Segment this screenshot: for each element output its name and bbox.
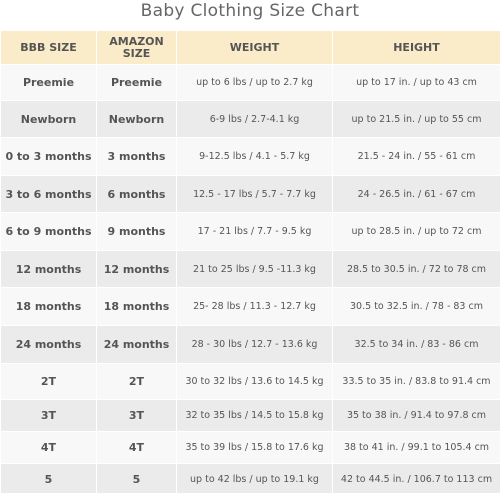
height-cell: 35 to 38 in. / 91.4 to 97.8 cm: [332, 399, 500, 432]
bbb-size-cell: Preemie: [0, 64, 97, 101]
table-row: Newborn Newborn 6-9 lbs / 2.7-4.1 kg up …: [0, 100, 500, 138]
height-cell: up to 17 in. / up to 43 cm: [332, 64, 500, 101]
amazon-size-cell: 5: [96, 463, 177, 493]
height-cell: 21.5 - 24 in. / 55 - 61 cm: [332, 137, 500, 176]
weight-cell: up to 42 lbs / up to 19.1 kg: [176, 463, 333, 493]
table-row: 5 5 up to 42 lbs / up to 19.1 kg 42 to 4…: [0, 463, 500, 493]
bbb-size-cell: 5: [0, 463, 97, 493]
header-height: HEIGHT: [332, 30, 500, 65]
table-row: 3T 3T 32 to 35 lbs / 14.5 to 15.8 kg 35 …: [0, 399, 500, 432]
table-row: 4T 4T 35 to 39 lbs / 15.8 to 17.6 kg 38 …: [0, 431, 500, 464]
amazon-size-cell: 18 months: [96, 287, 177, 326]
bbb-size-cell: 6 to 9 months: [0, 212, 97, 251]
bbb-size-cell: 4T: [0, 431, 97, 464]
header-bbb-size: BBB SIZE: [0, 30, 97, 65]
height-cell: 28.5 to 30.5 in. / 72 to 78 cm: [332, 250, 500, 288]
height-cell: 33.5 to 35 in. / 83.8 to 91.4 cm: [332, 363, 500, 400]
amazon-size-cell: 24 months: [96, 325, 177, 364]
amazon-size-cell: Preemie: [96, 64, 177, 101]
bbb-size-cell: Newborn: [0, 100, 97, 138]
header-amazon-size: AMAZON SIZE: [96, 30, 177, 65]
table-row: 2T 2T 30 to 32 lbs / 13.6 to 14.5 kg 33.…: [0, 363, 500, 400]
amazon-size-cell: 4T: [96, 431, 177, 464]
amazon-size-cell: 12 months: [96, 250, 177, 288]
weight-cell: 30 to 32 lbs / 13.6 to 14.5 kg: [176, 363, 333, 400]
height-cell: up to 21.5 in. / up to 55 cm: [332, 100, 500, 138]
height-cell: 42 to 44.5 in. / 106.7 to 113 cm: [332, 463, 500, 493]
height-cell: up to 28.5 in. / up to 72 cm: [332, 212, 500, 251]
weight-cell: 9-12.5 lbs / 4.1 - 5.7 kg: [176, 137, 333, 176]
header-row: BBB SIZE AMAZON SIZE WEIGHT HEIGHT: [0, 30, 500, 65]
table-row: 6 to 9 months 9 months 17 - 21 lbs / 7.7…: [0, 212, 500, 251]
chart-title: Baby Clothing Size Chart: [140, 1, 360, 21]
bbb-size-cell: 18 months: [0, 287, 97, 326]
amazon-size-cell: 6 months: [96, 175, 177, 213]
weight-cell: 32 to 35 lbs / 14.5 to 15.8 kg: [176, 399, 333, 432]
table-row: 0 to 3 months 3 months 9-12.5 lbs / 4.1 …: [0, 137, 500, 176]
height-cell: 32.5 to 34 in. / 83 - 86 cm: [332, 325, 500, 364]
table-row: Preemie Preemie up to 6 lbs / up to 2.7 …: [0, 64, 500, 101]
weight-cell: 17 - 21 lbs / 7.7 - 9.5 kg: [176, 212, 333, 251]
table-row: 24 months 24 months 28 - 30 lbs / 12.7 -…: [0, 325, 500, 364]
weight-cell: 28 - 30 lbs / 12.7 - 13.6 kg: [176, 325, 333, 364]
table-row: 3 to 6 months 6 months 12.5 - 17 lbs / 5…: [0, 175, 500, 213]
height-cell: 24 - 26.5 in. / 61 - 67 cm: [332, 175, 500, 213]
size-chart-table: BBB SIZE AMAZON SIZE WEIGHT HEIGHT Preem…: [0, 30, 500, 493]
table-row: 18 months 18 months 25- 28 lbs / 11.3 - …: [0, 287, 500, 326]
table-row: 12 months 12 months 21 to 25 lbs / 9.5 -…: [0, 250, 500, 288]
header-weight: WEIGHT: [176, 30, 333, 65]
bbb-size-cell: 3T: [0, 399, 97, 432]
height-cell: 30.5 to 32.5 in. / 78 - 83 cm: [332, 287, 500, 326]
amazon-size-cell: 3T: [96, 399, 177, 432]
bbb-size-cell: 3 to 6 months: [0, 175, 97, 213]
weight-cell: up to 6 lbs / up to 2.7 kg: [176, 64, 333, 101]
amazon-size-cell: 2T: [96, 363, 177, 400]
weight-cell: 25- 28 lbs / 11.3 - 12.7 kg: [176, 287, 333, 326]
bbb-size-cell: 24 months: [0, 325, 97, 364]
bbb-size-cell: 2T: [0, 363, 97, 400]
height-cell: 38 to 41 in. / 99.1 to 105.4 cm: [332, 431, 500, 464]
weight-cell: 12.5 - 17 lbs / 5.7 - 7.7 kg: [176, 175, 333, 213]
weight-cell: 35 to 39 lbs / 15.8 to 17.6 kg: [176, 431, 333, 464]
bbb-size-cell: 0 to 3 months: [0, 137, 97, 176]
weight-cell: 21 to 25 lbs / 9.5 -11.3 kg: [176, 250, 333, 288]
weight-cell: 6-9 lbs / 2.7-4.1 kg: [176, 100, 333, 138]
amazon-size-cell: 9 months: [96, 212, 177, 251]
amazon-size-cell: 3 months: [96, 137, 177, 176]
bbb-size-cell: 12 months: [0, 250, 97, 288]
amazon-size-cell: Newborn: [96, 100, 177, 138]
